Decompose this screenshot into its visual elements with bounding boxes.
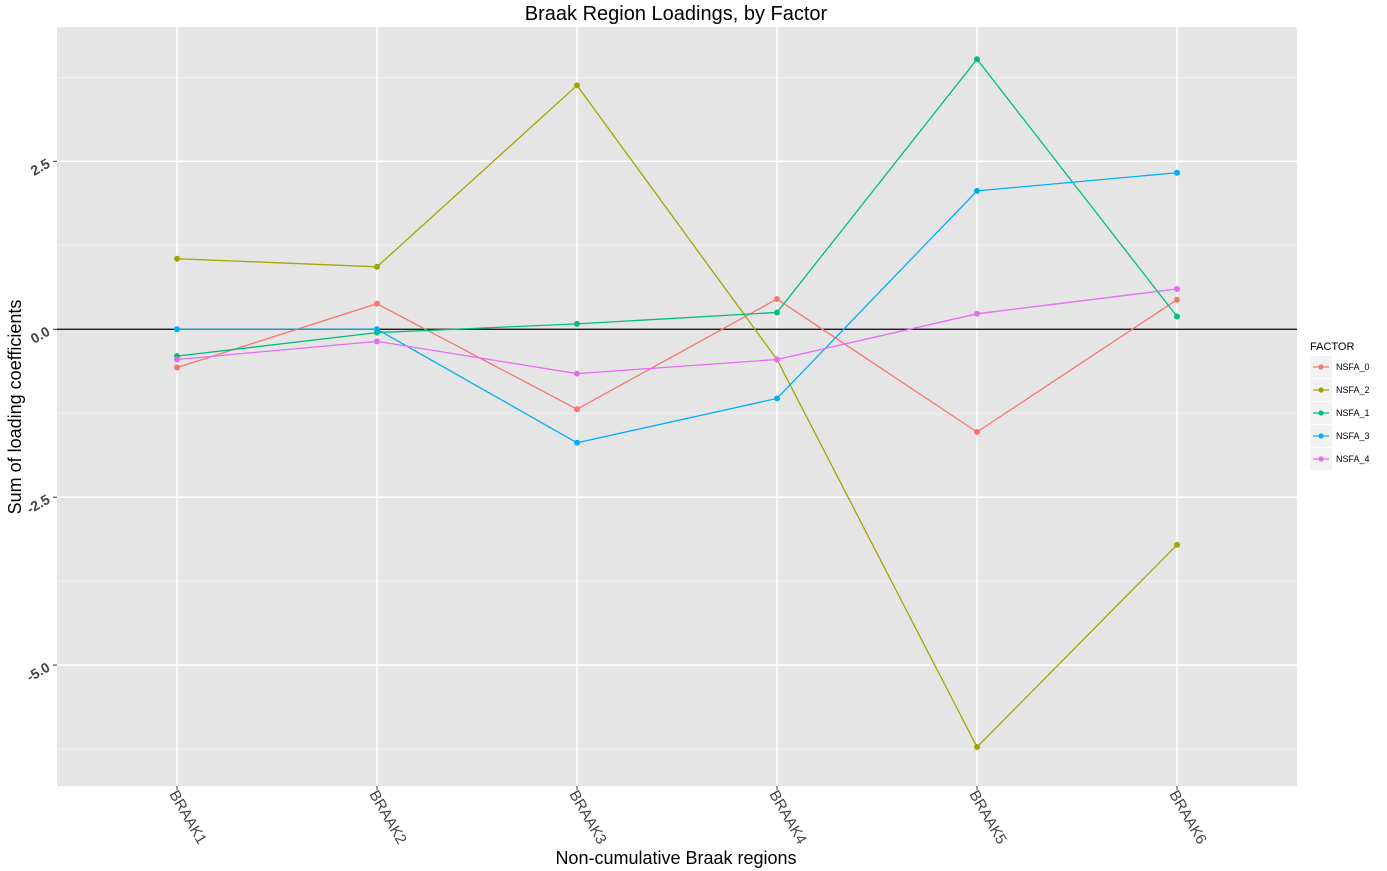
legend-label: NSFA_3 — [1336, 431, 1370, 441]
data-point — [974, 310, 980, 317]
data-point — [1174, 296, 1180, 303]
legend-key-point — [1318, 364, 1324, 370]
plot-panel — [57, 27, 1297, 786]
series-nsfa-0 — [174, 296, 1180, 436]
data-point — [374, 300, 380, 307]
data-point — [174, 356, 180, 363]
data-point — [1174, 169, 1180, 176]
x-tick-label: BRAAK3 — [566, 788, 610, 848]
x-tick-label: BRAAK4 — [766, 788, 810, 848]
data-point — [974, 56, 980, 63]
legend-key-point — [1318, 433, 1324, 439]
series-nsfa-3 — [174, 169, 1180, 446]
y-tick-label: 0.0 — [28, 323, 53, 347]
y-tick-label: -2.5 — [24, 491, 53, 517]
data-point — [174, 364, 180, 371]
x-tick-label: BRAAK6 — [1166, 788, 1210, 848]
legend-item: NSFA_3 — [1310, 425, 1370, 447]
y-tick-label: 2.5 — [28, 155, 53, 179]
series-line — [176, 288, 1178, 375]
major-gridlines — [57, 27, 1297, 786]
x-tick-label: BRAAK2 — [366, 788, 410, 848]
legend-key-point — [1318, 387, 1324, 393]
data-point — [1174, 313, 1180, 320]
legend-item: NSFA_2 — [1310, 379, 1370, 401]
series-line — [177, 172, 1178, 444]
legend-item: NSFA_0 — [1310, 356, 1370, 378]
data-point — [574, 320, 580, 327]
x-axis-ticks: BRAAK1 BRAAK2 BRAAK3 BRAAK4 BRAAK5 BRAAK6 — [166, 786, 1210, 847]
data-point — [374, 263, 380, 270]
data-point — [1174, 285, 1180, 292]
data-point — [774, 296, 780, 303]
legend: FACTOR NSFA_0 NSFA_2 NSFA_1 NSFA_3 NSFA_4 — [1310, 341, 1370, 470]
legend-label: NSFA_2 — [1336, 385, 1370, 395]
legend-label: NSFA_1 — [1336, 408, 1370, 418]
data-point — [774, 309, 780, 316]
data-point — [574, 406, 580, 413]
series-line — [176, 84, 1178, 749]
x-axis-title: Non-cumulative Braak regions — [555, 848, 796, 868]
y-axis-ticks: 2.5 0.0 -2.5 -5.0 — [24, 155, 57, 685]
data-point — [774, 395, 780, 402]
data-point — [974, 187, 980, 194]
legend-items: NSFA_0 NSFA_2 NSFA_1 NSFA_3 NSFA_4 — [1310, 356, 1370, 470]
legend-label: NSFA_4 — [1336, 454, 1370, 464]
x-tick-label: BRAAK5 — [966, 788, 1010, 848]
data-point — [574, 370, 580, 377]
y-axis-title: Sum of loading coefficients — [5, 300, 25, 515]
data-point — [374, 338, 380, 345]
chart-title: Braak Region Loadings, by Factor — [525, 3, 828, 25]
series-nsfa-4 — [174, 285, 1180, 377]
series-layer — [174, 56, 1180, 751]
series-line — [176, 58, 1178, 357]
data-point — [1174, 541, 1180, 548]
legend-key-point — [1318, 456, 1324, 462]
data-point — [374, 326, 380, 333]
legend-title: FACTOR — [1310, 341, 1354, 353]
minor-gridlines — [57, 76, 1297, 750]
data-point — [574, 439, 580, 446]
y-tick-label: -5.0 — [24, 659, 53, 685]
series-line — [176, 298, 1178, 433]
data-point — [974, 429, 980, 436]
legend-key-point — [1318, 410, 1324, 416]
data-point — [574, 82, 580, 89]
legend-item: NSFA_1 — [1310, 402, 1370, 424]
data-point — [774, 356, 780, 363]
data-point — [174, 255, 180, 262]
legend-label: NSFA_0 — [1336, 362, 1370, 372]
legend-item: NSFA_4 — [1310, 448, 1370, 470]
x-tick-label: BRAAK1 — [166, 788, 210, 848]
data-point — [974, 744, 980, 751]
data-point — [174, 326, 180, 333]
